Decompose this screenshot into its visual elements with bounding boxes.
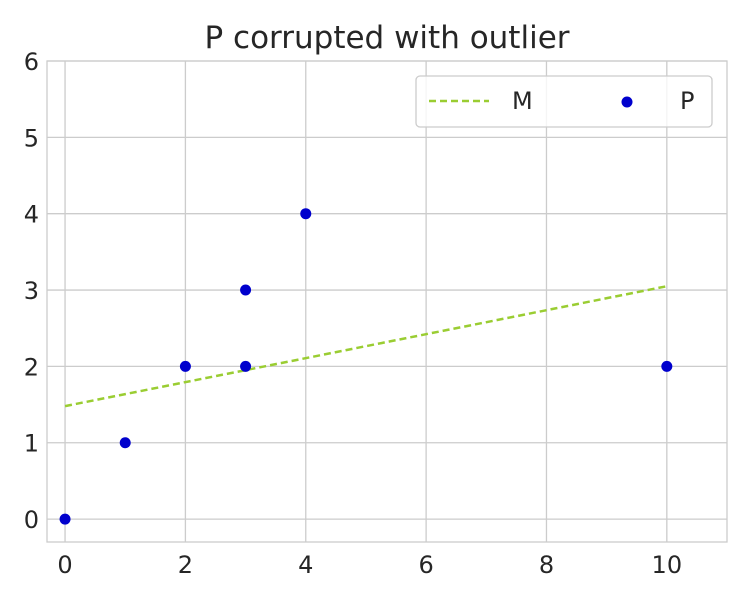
series-line-m bbox=[64, 285, 668, 408]
grid bbox=[47, 60, 727, 542]
x-tick-label: 0 bbox=[57, 551, 72, 579]
chart-title: P corrupted with outlier bbox=[204, 20, 569, 56]
x-tick-label: 10 bbox=[652, 551, 683, 579]
y-tick-label: 5 bbox=[24, 124, 39, 152]
series-layer bbox=[59, 208, 673, 525]
legend-frame bbox=[415, 75, 713, 128]
y-tick-label: 0 bbox=[24, 506, 39, 534]
legend-marker-sample bbox=[621, 96, 633, 108]
plot-frame bbox=[46, 60, 728, 543]
x-tick-label: 6 bbox=[418, 551, 433, 579]
data-point-p bbox=[240, 360, 252, 372]
legend: M P bbox=[415, 75, 713, 128]
legend-label-p: P bbox=[680, 87, 694, 115]
x-tick-label: 4 bbox=[298, 551, 313, 579]
y-tick-label: 1 bbox=[24, 430, 39, 458]
x-tick-label: 2 bbox=[178, 551, 193, 579]
data-point-p bbox=[300, 208, 312, 220]
data-point-p bbox=[661, 360, 673, 372]
y-tick-label: 4 bbox=[24, 201, 39, 229]
x-tick-label: 8 bbox=[539, 551, 554, 579]
x-tick-labels: 0 2 4 6 8 10 bbox=[57, 551, 682, 579]
data-point-p bbox=[59, 513, 71, 525]
data-point-p bbox=[179, 360, 191, 372]
y-tick-label: 3 bbox=[24, 277, 39, 305]
legend-label-m: M bbox=[512, 87, 533, 115]
y-tick-label: 2 bbox=[24, 353, 39, 381]
data-point-p bbox=[119, 437, 131, 449]
data-point-p bbox=[240, 284, 252, 296]
y-tick-label: 6 bbox=[24, 48, 39, 76]
y-tick-labels: 0 1 2 3 4 5 6 bbox=[24, 48, 39, 534]
